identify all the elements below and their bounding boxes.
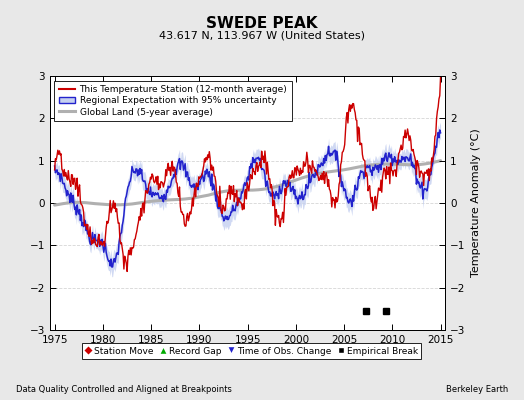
Text: SWEDE PEAK: SWEDE PEAK: [206, 16, 318, 31]
Text: Data Quality Controlled and Aligned at Breakpoints: Data Quality Controlled and Aligned at B…: [16, 385, 232, 394]
Legend: Station Move, Record Gap, Time of Obs. Change, Empirical Break: Station Move, Record Gap, Time of Obs. C…: [82, 343, 421, 359]
Text: Berkeley Earth: Berkeley Earth: [446, 385, 508, 394]
Legend: This Temperature Station (12-month average), Regional Expectation with 95% uncer: This Temperature Station (12-month avera…: [54, 80, 292, 121]
Text: 43.617 N, 113.967 W (United States): 43.617 N, 113.967 W (United States): [159, 30, 365, 40]
Y-axis label: Temperature Anomaly (°C): Temperature Anomaly (°C): [471, 129, 481, 277]
